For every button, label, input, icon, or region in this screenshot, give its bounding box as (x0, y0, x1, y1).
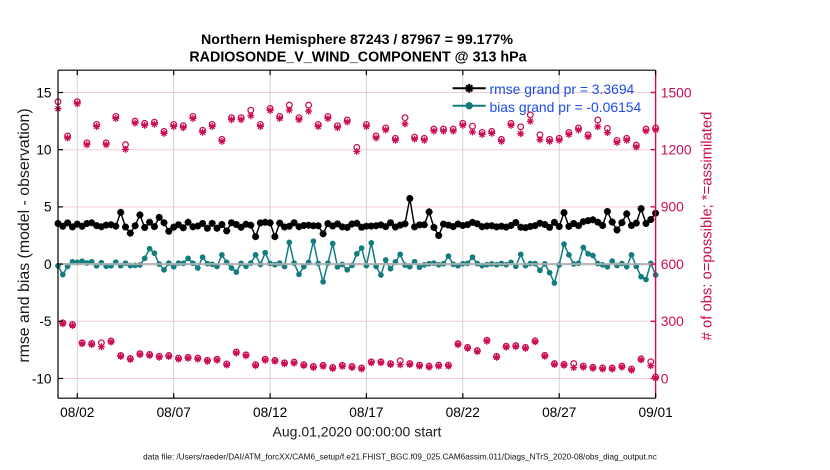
svg-text:0: 0 (44, 257, 52, 272)
svg-text:09/01: 09/01 (638, 405, 672, 420)
svg-text:1500: 1500 (661, 85, 692, 100)
svg-text:rmse grand pr = 3.3694: rmse grand pr = 3.3694 (490, 81, 635, 97)
svg-text:08/17: 08/17 (349, 405, 383, 420)
svg-text:15: 15 (36, 85, 51, 100)
svg-text:bias grand pr = -0.06154: bias grand pr = -0.06154 (490, 99, 642, 115)
svg-text:RADIOSONDE_V_WIND_COMPONENT @: RADIOSONDE_V_WIND_COMPONENT @ 313 hPa (189, 49, 527, 65)
svg-text:300: 300 (661, 314, 684, 329)
svg-text:-5: -5 (39, 314, 51, 329)
svg-text:10: 10 (36, 143, 52, 158)
svg-text:Northern Hemisphere 87243 / 87: Northern Hemisphere 87243 / 87967 = 99.1… (201, 32, 513, 48)
svg-text:5: 5 (44, 200, 52, 215)
svg-text:08/02: 08/02 (60, 405, 94, 420)
svg-text:08/22: 08/22 (446, 405, 480, 420)
svg-text:data file: /Users/raeder/DAI/A: data file: /Users/raeder/DAI/ATM_forcXX/… (143, 453, 657, 462)
svg-text:0: 0 (661, 371, 669, 386)
svg-text:1200: 1200 (661, 143, 692, 158)
svg-text:Aug.01,2020 00:00:00 start: Aug.01,2020 00:00:00 start (273, 423, 442, 439)
svg-text:08/27: 08/27 (542, 405, 576, 420)
svg-text:600: 600 (661, 257, 684, 272)
svg-text:-10: -10 (32, 371, 52, 386)
svg-text:08/12: 08/12 (253, 405, 287, 420)
svg-text:# of obs: o=possible; *=assimi: # of obs: o=possible; *=assimilated (700, 112, 716, 341)
svg-text:900: 900 (661, 200, 684, 215)
svg-text:rmse and bias (model - observa: rmse and bias (model - observation) (16, 108, 33, 362)
svg-text:08/07: 08/07 (157, 405, 191, 420)
